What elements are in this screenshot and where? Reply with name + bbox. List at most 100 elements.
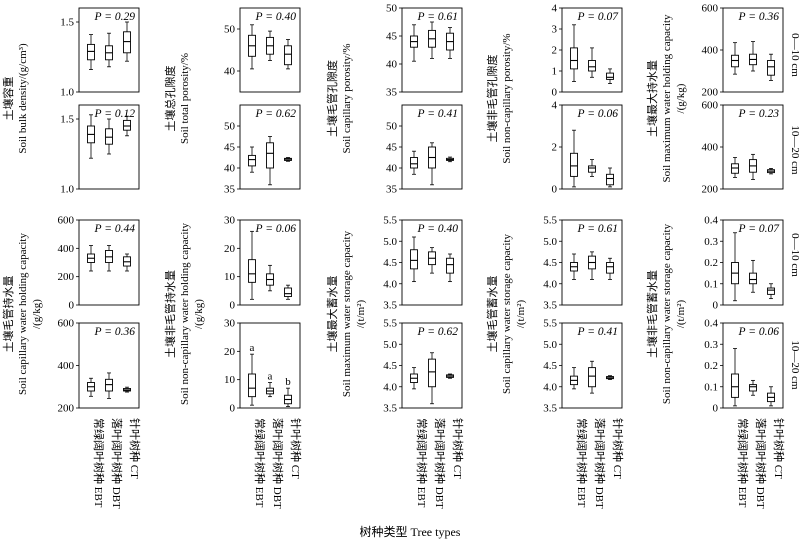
p-value-label: P = 0.41	[577, 326, 618, 338]
box-ct	[446, 373, 454, 379]
p-value-label: P = 0.41	[417, 108, 458, 120]
box-ebt	[410, 236, 418, 283]
significance-letter: a	[250, 342, 255, 354]
box-ct	[284, 284, 292, 300]
y-tick-label: 5.5	[543, 318, 557, 330]
box-dbt	[428, 142, 436, 186]
box-ebt	[570, 24, 578, 82]
chart-8: 土壤最大蓄水量 Soil maximum water storage capaci…	[325, 215, 463, 415]
y-axis-label-line: Soil non-capillary porosity/%	[501, 33, 513, 163]
panel-top: 0 10 20 30 P = 0.06	[224, 215, 301, 312]
panel-top: 0 1 2 3 4 P = 0.07	[552, 3, 623, 99]
box-iqr	[123, 31, 131, 54]
panel-bottom: 3.5 4.0 4.5 5.0 5.5 P = 0.41	[543, 318, 623, 415]
category-label-ebt: 常绿阔叶树种 EBT	[253, 418, 267, 508]
box-ebt	[570, 129, 578, 188]
y-tick-label: 4.5	[543, 257, 557, 269]
p-value-label: P = 0.23	[738, 108, 780, 120]
y-tick-label: 3.5	[383, 300, 397, 312]
y-tick-label: 0.4	[704, 318, 718, 330]
y-axis-label-line: Soil bulk density/(g/cm³)	[17, 43, 29, 154]
category-label-ct: 针叶树种 CT	[611, 418, 625, 479]
box-iqr	[248, 259, 256, 283]
panel-bottom: 1.0 1.5 P = 0.12	[60, 104, 140, 196]
box-dbt	[749, 379, 757, 396]
box-ct	[767, 168, 775, 175]
y-tick-label: 400	[702, 142, 719, 154]
y-tick-label: 35	[386, 87, 398, 99]
category-label-ct: 针叶树种 CT	[128, 418, 142, 479]
y-axis-label-line: /(t/m²)	[515, 299, 527, 328]
box-iqr	[731, 373, 739, 398]
y-tick-label: 45	[386, 31, 398, 43]
box-ct	[123, 386, 131, 393]
y-tick-label: 45	[224, 142, 236, 154]
box-dbt	[105, 245, 113, 272]
y-tick-label: 0	[552, 184, 558, 196]
box-ct	[606, 257, 614, 280]
panel-top: 1.0 1.5 P = 0.29	[60, 7, 140, 99]
y-tick-label: 35	[386, 184, 398, 196]
panel-frame	[78, 104, 140, 190]
y-axis-label-line: 土壤容重	[1, 77, 15, 121]
box-ct	[123, 21, 131, 62]
box-iqr	[570, 152, 578, 177]
y-tick-label: 4.5	[543, 360, 557, 372]
depth-label-top: 0—10 cm	[789, 33, 800, 77]
category-label-dbt: 落叶阔叶树种 DBT	[593, 418, 607, 509]
significance-letter: b	[285, 376, 291, 388]
box-iqr	[767, 287, 775, 295]
chart-4: 土壤非毛管孔隙度 Soil non-capillary porosity/% 0 1 2…	[485, 3, 623, 196]
y-tick-label: 10	[224, 271, 236, 283]
category-label-dbt: 落叶阔叶树种 DBT	[110, 418, 124, 509]
depth-label-top-row2: 0—10 cm	[789, 233, 800, 277]
box-ebt	[731, 157, 739, 178]
y-tick-label: 4.5	[383, 257, 397, 269]
y-tick-label: 30	[224, 318, 236, 330]
y-tick-label: 600	[58, 215, 75, 227]
panel-frame	[239, 7, 301, 93]
category-label-ebt: 常绿阔叶树种 EBT	[575, 418, 589, 508]
panel-top: 200 400 600 P = 0.36	[702, 3, 784, 99]
p-value-label: P = 0.44	[94, 223, 136, 235]
box-dbt	[428, 352, 436, 405]
panel-bottom: 0 0.1 0.2 0.3 0.4 P = 0.06	[704, 318, 784, 415]
p-value-label: P = 0.61	[417, 11, 458, 23]
category-label-dbt: 落叶阔叶树种 DBT	[754, 418, 768, 509]
y-tick-label: 4.0	[543, 278, 557, 290]
box-iqr	[284, 45, 292, 66]
chart-9: 土壤毛管蓄水量 Soil capillary water storage capa…	[485, 215, 623, 415]
y-tick-label: 5.5	[383, 318, 397, 330]
y-axis-label-line: /(g/kg)	[675, 83, 687, 113]
depth-label-bottom: 10—20 cm	[789, 125, 800, 175]
box-dbt: a	[266, 371, 274, 398]
box-iqr	[588, 60, 596, 72]
box-dbt	[266, 30, 274, 61]
y-axis-label-line: /(g/kg)	[31, 299, 43, 329]
y-tick-label: 1.0	[60, 87, 74, 99]
y-tick-label: 3	[552, 24, 558, 36]
category-label-dbt: 落叶阔叶树种 DBT	[433, 418, 447, 509]
y-tick-label: 1	[552, 66, 558, 78]
box-ct	[767, 283, 775, 300]
box-ct	[606, 167, 614, 188]
y-tick-label: 4	[552, 3, 558, 15]
box-dbt	[588, 251, 596, 280]
y-tick-label: 200	[58, 403, 75, 415]
y-axis-label-line: 土壤毛管孔隙度	[325, 60, 339, 137]
y-tick-label: 5.0	[383, 339, 397, 351]
panel-bottom: 0 2 4 P = 0.06	[552, 100, 623, 196]
panel-bottom: 200 400 600 P = 0.36	[58, 318, 140, 415]
y-axis-label-line: 土壤非毛管孔隙度	[485, 55, 499, 143]
y-axis-label-line: Soil capillary water holding capacity	[17, 233, 29, 395]
y-axis-label-line: 土壤非毛管持水量	[163, 270, 177, 358]
box-ebt	[87, 34, 95, 70]
box-ct	[446, 156, 454, 163]
chart-1: 土壤容重 Soil bulk density/(g/cm³) 1.0 1.5 P = 0…	[1, 7, 140, 196]
panel-top: 0 0.1 0.2 0.3 0.4 P = 0.07	[704, 215, 784, 312]
y-tick-label: 0	[552, 87, 558, 99]
panel-top: 0 200 400 600 P = 0.44	[58, 215, 140, 312]
y-tick-label: 50	[224, 121, 236, 133]
